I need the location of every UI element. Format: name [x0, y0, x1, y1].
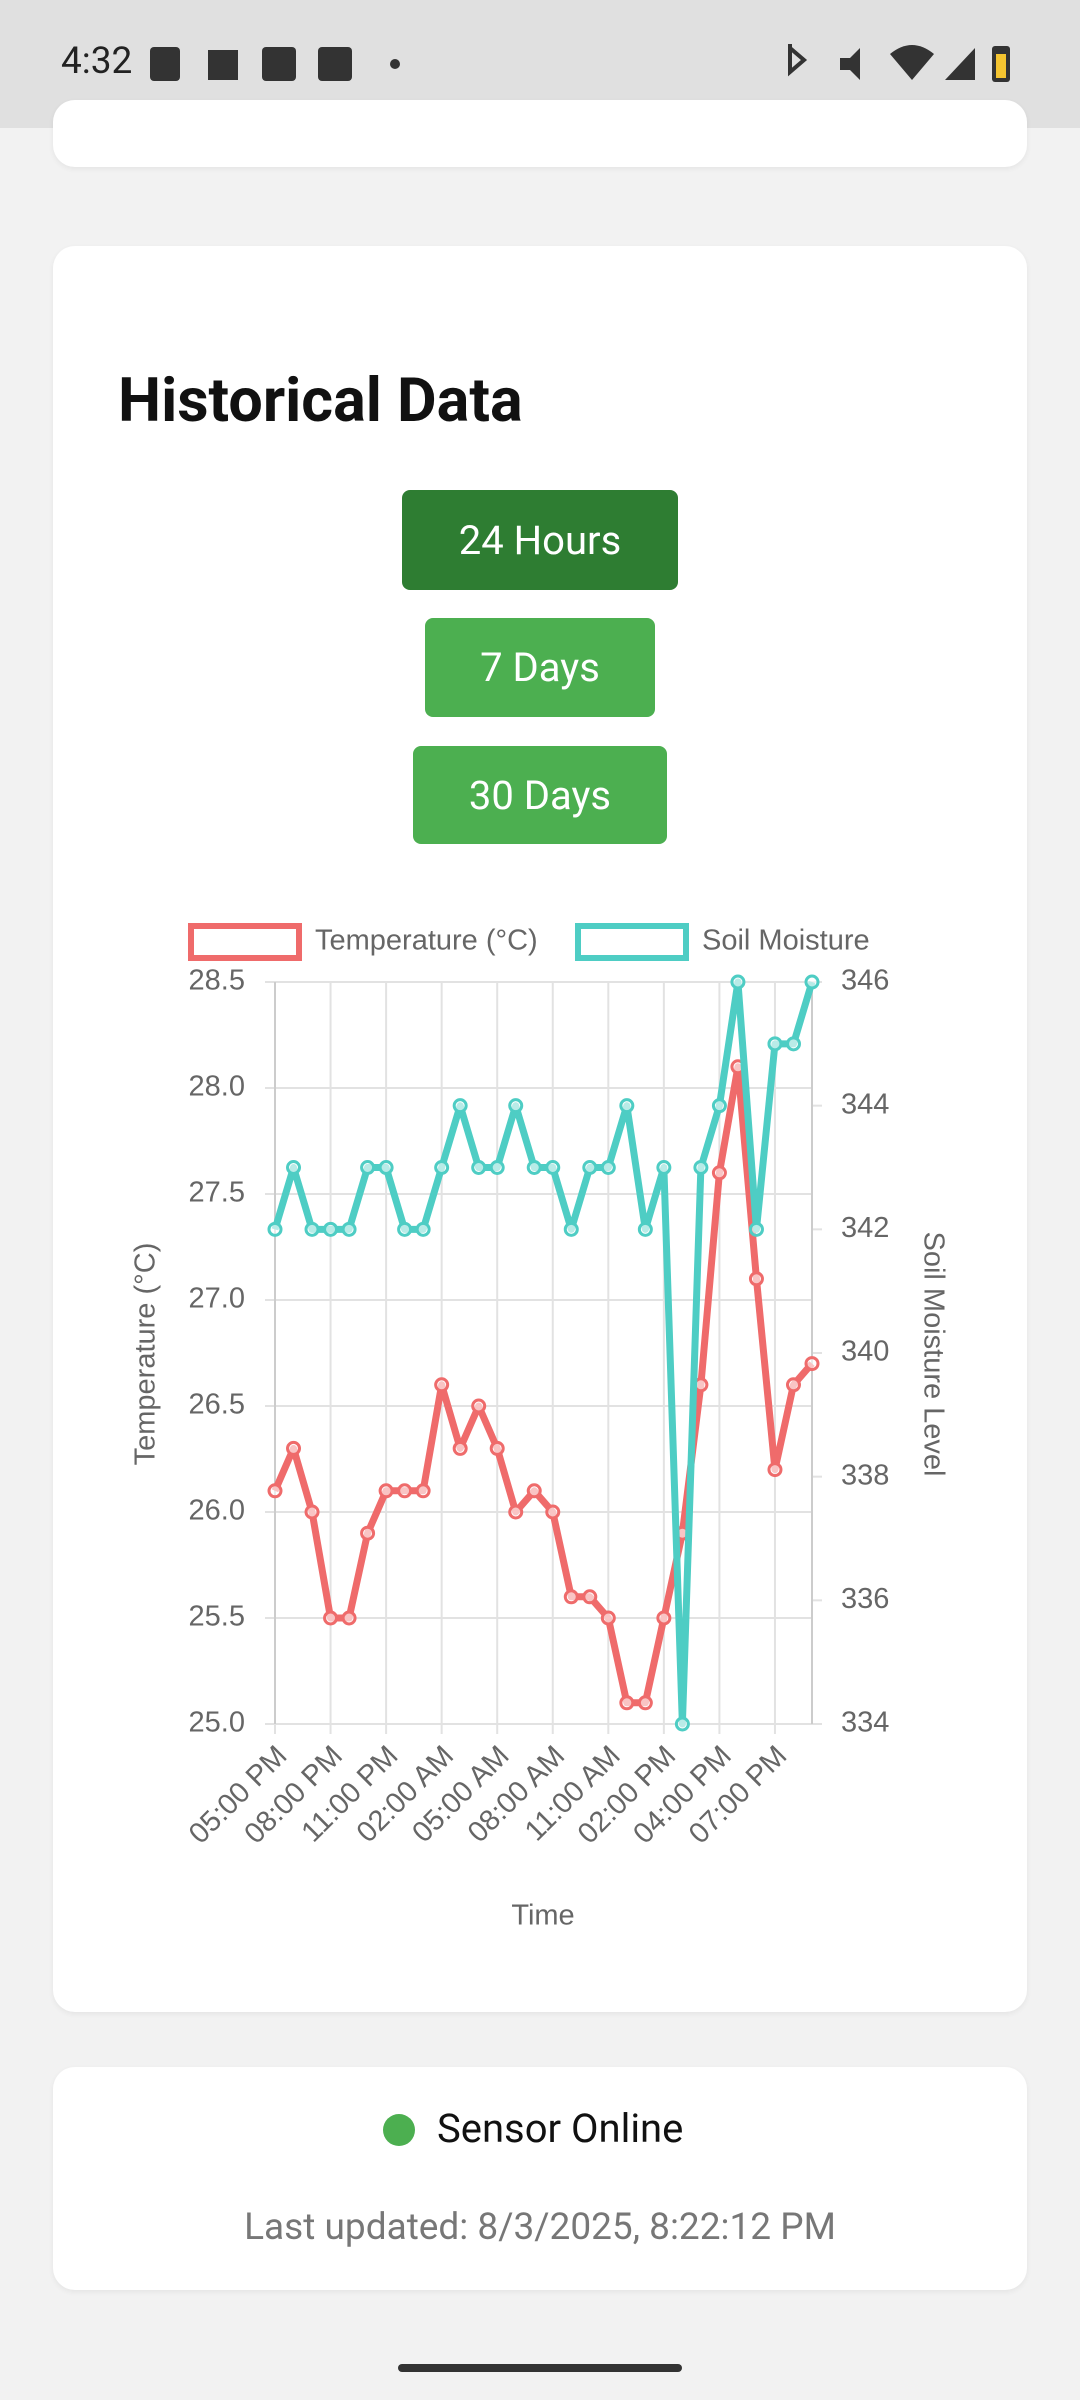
data-point: [434, 1160, 450, 1175]
data-point: [785, 1377, 801, 1393]
sensor-card: Sensor Online Last updated: 8/3/2025, 8:…: [53, 2067, 1027, 2290]
y2-tick-label: 342: [841, 1212, 889, 1244]
sensor-status: Sensor Online: [437, 2105, 684, 2152]
data-point: [600, 1610, 616, 1626]
legend-label: Soil Moisture: [702, 925, 870, 957]
data-point: [545, 1504, 561, 1520]
data-point: [397, 1221, 413, 1237]
data-point: [767, 1036, 783, 1052]
data-point: [323, 1221, 339, 1237]
range-button[interactable]: 30 Days: [413, 746, 667, 844]
data-point: [378, 1483, 394, 1499]
data-point: [323, 1610, 339, 1626]
y-tick-label: 26.0: [189, 1495, 245, 1527]
data-point: [563, 1221, 579, 1237]
data-point: [267, 1221, 283, 1237]
data-point: [748, 1221, 764, 1237]
data-point: [397, 1483, 413, 1499]
data-point: [508, 1504, 524, 1520]
data-point: [526, 1160, 542, 1175]
legend-swatch: [575, 923, 689, 961]
y2-tick-label: 336: [841, 1583, 889, 1615]
y-tick-label: 26.5: [189, 1389, 245, 1421]
data-point: [619, 1695, 635, 1711]
data-point: [600, 1160, 616, 1175]
y-tick-label: 27.0: [189, 1283, 245, 1315]
last-updated: Last updated: 8/3/2025, 8:22:12 PM: [244, 2206, 836, 2249]
range-button[interactable]: 7 Days: [425, 618, 655, 717]
y-axis-title: Temperature (°C): [130, 1243, 162, 1466]
y-tick-label: 27.5: [189, 1177, 245, 1209]
data-point: [415, 1221, 431, 1237]
data-point: [452, 1098, 468, 1114]
data-point: [471, 1398, 487, 1414]
data-point: [711, 1165, 727, 1181]
data-point: [637, 1221, 653, 1237]
legend-swatch: [188, 923, 302, 961]
y2-tick-label: 340: [841, 1336, 889, 1368]
data-point: [471, 1160, 487, 1175]
x-axis-title: Time: [511, 1900, 574, 1932]
data-point: [434, 1377, 450, 1393]
data-point: [452, 1440, 468, 1456]
data-point: [637, 1695, 653, 1711]
system-icons: [788, 44, 1010, 82]
data-point: [526, 1483, 542, 1499]
data-point: [748, 1271, 764, 1287]
data-point: [693, 1160, 709, 1175]
y2-tick-label: 346: [841, 965, 889, 997]
online-dot: [383, 2114, 415, 2146]
home-indicator: [398, 2364, 682, 2372]
y-tick-label: 25.5: [189, 1601, 245, 1633]
data-point: [341, 1221, 357, 1237]
y-tick-label: 28.0: [189, 1071, 245, 1103]
data-point: [360, 1525, 376, 1541]
data-point: [785, 1036, 801, 1052]
section-title: Historical Data: [118, 364, 523, 436]
data-point: [674, 1716, 690, 1732]
data-point: [619, 1098, 635, 1114]
data-point: [804, 974, 820, 990]
y-tick-label: 25.0: [189, 1707, 245, 1739]
data-point: [286, 1160, 302, 1175]
data-point: [304, 1504, 320, 1520]
y2-axis-title: Soil Moisture Level: [917, 1232, 949, 1477]
data-point: [656, 1160, 672, 1175]
data-point: [341, 1610, 357, 1626]
data-point: [767, 1462, 783, 1478]
y2-tick-label: 334: [841, 1707, 889, 1739]
data-point: [711, 1098, 727, 1114]
data-point: [286, 1440, 302, 1456]
history-card: Historical Data 24 Hours 7 Days 30 Days: [53, 246, 1027, 2012]
data-point: [656, 1610, 672, 1626]
data-point: [545, 1160, 561, 1175]
data-point: [582, 1589, 598, 1605]
data-point: [489, 1160, 505, 1175]
data-point: [415, 1483, 431, 1499]
data-point: [563, 1589, 579, 1605]
data-point: [304, 1221, 320, 1237]
y2-tick-label: 344: [841, 1088, 889, 1120]
clock: 4:32: [61, 40, 133, 83]
legend-label: Temperature (°C): [315, 925, 538, 957]
previous-card: [53, 100, 1027, 167]
data-point: [730, 974, 746, 990]
data-point: [582, 1160, 598, 1175]
y-tick-label: 28.5: [189, 965, 245, 997]
series-line: [271, 978, 816, 1728]
data-point: [508, 1098, 524, 1114]
data-point: [360, 1160, 376, 1175]
data-point: [267, 1483, 283, 1499]
notification-icons: [150, 47, 400, 81]
y2-tick-label: 338: [841, 1459, 889, 1491]
series-line: [271, 1063, 815, 1707]
range-button[interactable]: 24 Hours: [402, 490, 678, 590]
data-point: [378, 1160, 394, 1175]
data-point: [804, 1356, 820, 1372]
data-point: [489, 1440, 505, 1456]
